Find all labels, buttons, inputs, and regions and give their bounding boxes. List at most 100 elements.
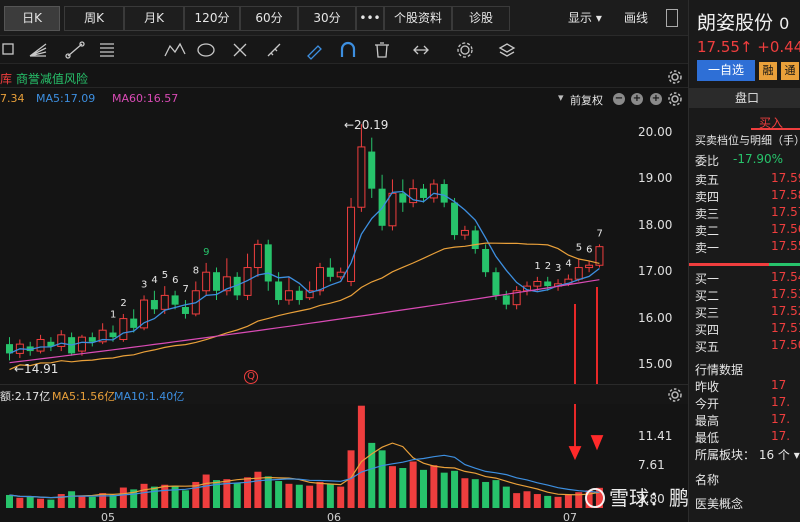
forward-adjust-select[interactable]: 前复权	[570, 94, 603, 107]
quote-row[interactable]: 最低 17.	[689, 429, 800, 446]
candle	[26, 346, 34, 352]
volume-bar	[26, 496, 34, 508]
gear-icon[interactable]	[668, 70, 682, 84]
settings-gear-icon[interactable]	[457, 42, 473, 58]
ma-legend-bar: 7.34 MA5:17.09 MA60:16.57 ▾ 前复权 − + +	[0, 89, 688, 109]
volume-bar	[357, 405, 365, 508]
magnet-icon[interactable]	[340, 41, 356, 57]
tools-icon[interactable]	[233, 43, 247, 57]
arrow-head-icon	[590, 435, 604, 451]
candle	[77, 336, 86, 352]
tab-60min[interactable]: 60分	[240, 6, 298, 31]
volume-ma5: MA5:1.56亿	[52, 390, 116, 403]
volume-ma10-line	[9, 454, 600, 499]
bid-row[interactable]: 买二 17.53	[689, 287, 800, 304]
candle	[233, 276, 241, 296]
layers-icon[interactable]	[498, 43, 516, 57]
quote-row[interactable]: 最高 17.	[689, 412, 800, 429]
ask-row[interactable]: 卖三 17.57	[689, 205, 800, 222]
tab-daily-k[interactable]: 日K	[4, 6, 60, 31]
wave-icon[interactable]	[164, 42, 186, 57]
bid-row[interactable]: 买一 17.54	[689, 270, 800, 287]
margin-badge: 融	[759, 62, 777, 80]
candle	[6, 344, 13, 354]
sector-count[interactable]: 所属板块： 16 个 ▾	[695, 448, 800, 462]
volume-bar	[161, 484, 169, 508]
volume-ma5-line	[9, 442, 600, 499]
volume-amount: 额:2.17亿	[0, 390, 51, 403]
bid-row[interactable]: 买四 17.51	[689, 321, 800, 338]
sector-name[interactable]: 医美概念	[695, 497, 744, 511]
volume-bar	[337, 486, 345, 508]
goodwill-risk-label[interactable]: 商誉减值风险	[16, 72, 89, 86]
show-menu[interactable]: 显示 ▾	[568, 11, 602, 25]
quote-row[interactable]: 昨收 17	[689, 378, 800, 395]
volume-bar	[513, 493, 521, 508]
count-label: 5	[576, 242, 582, 253]
ask-row[interactable]: 卖五 17.59	[689, 171, 800, 188]
month-label: 07	[563, 511, 577, 522]
ruler-icon[interactable]	[267, 43, 281, 57]
quote-row[interactable]: 今开 17.	[689, 395, 800, 412]
ask-row[interactable]: 卖二 17.56	[689, 222, 800, 239]
buy-tab-underline	[751, 128, 800, 130]
candle	[264, 244, 272, 282]
tab-monthly-k[interactable]: 月K	[124, 6, 184, 31]
stock-price-line: 17.55↑ +0.44	[697, 38, 800, 56]
tab-stock-info[interactable]: 个股资料	[384, 6, 452, 31]
q-marker-icon[interactable]: Q	[244, 370, 258, 384]
draw-line-button[interactable]: 画线	[624, 11, 649, 25]
tab-more[interactable]: •••	[356, 6, 384, 31]
ask-value: 17.58	[771, 188, 800, 202]
depth-title: 买卖档位与明细（手）	[695, 134, 800, 147]
trash-icon[interactable]	[375, 42, 389, 58]
chart-option-icon[interactable]: +	[650, 93, 662, 105]
volume-bar	[326, 483, 334, 508]
tab-120min[interactable]: 120分	[184, 6, 240, 31]
count-label: 2	[545, 261, 551, 272]
price-axis-label: 16.00	[638, 310, 673, 325]
split-icon[interactable]	[413, 45, 429, 55]
bid-row[interactable]: 买五 17.50	[689, 338, 800, 355]
volume-bar	[409, 461, 417, 508]
add-watchlist-button[interactable]: 一自选	[697, 60, 755, 81]
tab-weekly-k[interactable]: 周K	[64, 6, 124, 31]
volume-bar	[451, 470, 459, 508]
volume-bar	[575, 492, 583, 508]
ask-row[interactable]: 卖一 17.55	[689, 239, 800, 256]
channel-icon[interactable]	[100, 43, 114, 57]
volume-bar	[533, 494, 541, 508]
panel-title[interactable]: 盘口	[689, 88, 800, 108]
panel-toggle-icon[interactable]	[666, 9, 678, 27]
cursor-icon[interactable]	[2, 43, 14, 55]
zoom-in-icon[interactable]: +	[631, 93, 643, 105]
volume-chart[interactable]	[0, 404, 688, 508]
ask-row[interactable]: 卖四 17.58	[689, 188, 800, 205]
quote-label: 昨收	[695, 380, 720, 394]
volume-bar	[130, 489, 138, 508]
candle	[368, 151, 376, 189]
chevron-down-icon[interactable]: ▾	[558, 91, 564, 104]
low-annotation: ←14.91	[14, 362, 59, 376]
ask-label: 卖一	[695, 241, 720, 255]
bid-value: 17.51	[771, 321, 800, 335]
gear-icon[interactable]	[668, 92, 682, 106]
fan-lines-icon[interactable]	[29, 43, 47, 57]
candle	[420, 188, 427, 198]
ellipse-icon[interactable]	[197, 43, 215, 57]
candle	[36, 338, 45, 352]
tab-30min[interactable]: 30分	[298, 6, 356, 31]
volume-bar	[399, 468, 407, 508]
ma5-line	[9, 190, 600, 354]
pen-icon[interactable]	[307, 45, 322, 60]
zoom-out-icon[interactable]: −	[613, 93, 625, 105]
volume-bar	[171, 485, 179, 508]
candle	[460, 229, 469, 236]
price-axis-label: 18.00	[638, 217, 673, 232]
buy-tab[interactable]: 买入	[759, 116, 784, 130]
bid-row[interactable]: 买三 17.52	[689, 304, 800, 321]
gear-icon[interactable]	[668, 388, 682, 402]
tab-diagnose[interactable]: 诊股	[452, 6, 510, 31]
segment-tool-icon[interactable]	[65, 41, 85, 59]
